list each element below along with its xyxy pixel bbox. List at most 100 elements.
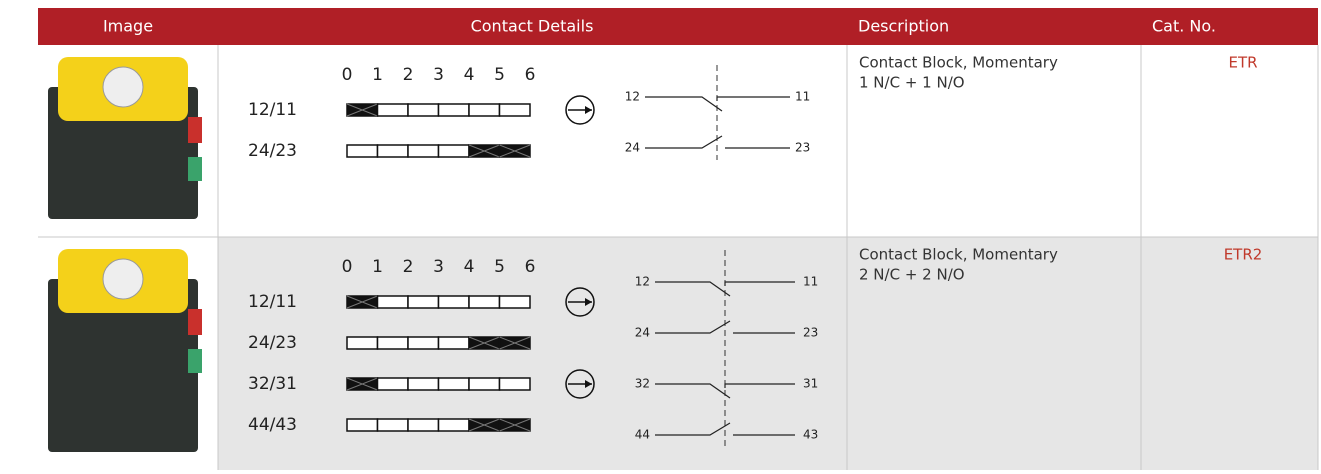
header-cell: Contact Details [471, 17, 594, 36]
position-label: 0 [342, 65, 353, 85]
switch-cell [407, 103, 440, 117]
switch-cell [376, 336, 409, 350]
terminal-right: 11 [803, 275, 818, 289]
position-label: 4 [464, 257, 475, 277]
image-knob [102, 66, 144, 108]
terminal-left: 24 [635, 326, 650, 340]
position-label: 4 [464, 65, 475, 85]
switch-cell [468, 295, 501, 309]
image-terminal [188, 349, 202, 373]
switch-cell [437, 295, 470, 309]
terminal-left: 32 [635, 377, 650, 391]
terminal-right: 11 [795, 90, 810, 104]
switch-cell [468, 377, 501, 391]
switch-cell [468, 103, 501, 117]
position-label: 5 [494, 65, 505, 85]
cell-cross [346, 295, 378, 309]
image-terminal [188, 157, 202, 181]
position-label: 1 [372, 65, 383, 85]
direction-icon [565, 287, 595, 317]
terminal-left: 24 [625, 141, 640, 155]
contact-label: 12/11 [248, 100, 297, 120]
position-label: 6 [525, 257, 536, 277]
terminal-right: 23 [795, 141, 810, 155]
contact-label: 24/23 [248, 333, 297, 353]
switch-cell [376, 144, 409, 158]
header-cell: Description [858, 17, 949, 36]
position-label: 3 [433, 65, 444, 85]
contact-label: 32/31 [248, 374, 297, 394]
cell-cross [468, 418, 500, 432]
description-line: Contact Block, Momentary [859, 54, 1058, 72]
table-borders [38, 45, 1319, 470]
description-line: Contact Block, Momentary [859, 246, 1058, 264]
description-line: 2 N/C + 2 N/O [859, 266, 965, 284]
product-image [48, 249, 202, 452]
contact-no [655, 320, 795, 334]
direction-icon [565, 95, 595, 125]
direction-head [585, 380, 592, 388]
switch-cell [407, 144, 440, 158]
position-label: 3 [433, 257, 444, 277]
contact-no [645, 135, 790, 149]
switch-cell [407, 418, 440, 432]
contact-nc [655, 383, 795, 399]
catalog-number: ETR2 [1224, 246, 1263, 264]
direction-head [585, 106, 592, 114]
position-label: 2 [403, 65, 414, 85]
image-terminal [188, 309, 202, 335]
switch-cell [346, 336, 379, 350]
terminal-left: 12 [635, 275, 650, 289]
switch-cell [498, 103, 531, 117]
terminal-right: 43 [803, 428, 818, 442]
position-label: 1 [372, 257, 383, 277]
contact-nc [655, 281, 795, 297]
cell-cross [499, 418, 531, 432]
cell-cross [499, 336, 531, 350]
product-image [48, 57, 202, 219]
image-terminal [188, 117, 202, 143]
switch-cell [498, 295, 531, 309]
switch-cell [376, 103, 409, 117]
direction-icon [565, 369, 595, 399]
terminal-right: 31 [803, 377, 818, 391]
switch-cell [437, 336, 470, 350]
cell-cross [499, 144, 531, 158]
switch-cell [407, 336, 440, 350]
position-label: 5 [494, 257, 505, 277]
position-label: 6 [525, 65, 536, 85]
position-label: 2 [403, 257, 414, 277]
contact-nc [645, 96, 790, 112]
switch-cell [376, 295, 409, 309]
cell-cross [346, 103, 378, 117]
contact-no [655, 422, 795, 436]
direction-head [585, 298, 592, 306]
switch-cell [437, 377, 470, 391]
switch-cell [407, 295, 440, 309]
switch-cell [437, 103, 470, 117]
switch-cell [376, 377, 409, 391]
catalog-number: ETR [1228, 54, 1257, 72]
terminal-right: 23 [803, 326, 818, 340]
switch-cell [346, 418, 379, 432]
position-label: 0 [342, 257, 353, 277]
switch-cell [498, 377, 531, 391]
terminal-left: 12 [625, 90, 640, 104]
cell-cross [468, 144, 500, 158]
description-line: 1 N/C + 1 N/O [859, 74, 965, 92]
contact-label: 12/11 [248, 292, 297, 312]
image-body [48, 279, 198, 452]
header-cell: Image [103, 17, 153, 36]
image-knob [102, 258, 144, 300]
switch-cell [346, 144, 379, 158]
header-labels: Image Contact Details Description Cat. N… [103, 17, 1216, 36]
header-cell: Cat. No. [1152, 17, 1216, 36]
terminal-left: 44 [635, 428, 650, 442]
cell-cross [346, 377, 378, 391]
switch-cell [437, 418, 470, 432]
contact-label: 44/43 [248, 415, 297, 435]
header-bar [38, 8, 1318, 45]
switch-cell [437, 144, 470, 158]
contact-label: 24/23 [248, 141, 297, 161]
